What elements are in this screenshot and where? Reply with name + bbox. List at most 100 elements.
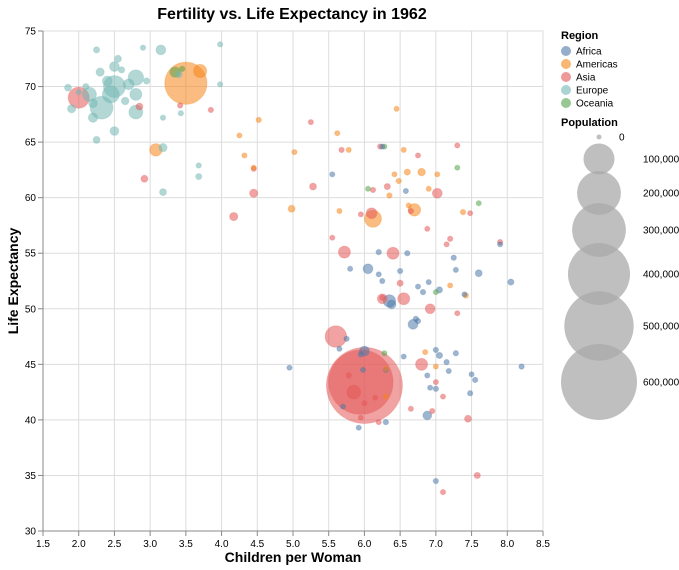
data-point-americas	[287, 204, 296, 213]
population-legend-label: 100,000,000	[643, 155, 679, 166]
data-point-oceania	[364, 185, 372, 192]
x-tick-label: 5.0	[286, 539, 300, 550]
data-point-americas	[345, 146, 352, 153]
data-point-asia	[415, 357, 429, 371]
data-point-americas	[382, 365, 389, 372]
data-point-africa	[424, 372, 431, 379]
data-point-africa	[359, 366, 367, 373]
legend-label-asia: Asia	[576, 73, 596, 84]
data-point-europe	[195, 162, 202, 169]
data-point-africa	[402, 187, 409, 195]
data-point-europe	[75, 88, 82, 96]
data-point-africa	[474, 269, 483, 278]
legend-swatch-asia	[561, 72, 571, 82]
data-point-europe	[64, 83, 72, 92]
y-tick-label: 30	[25, 527, 37, 538]
data-point-africa	[375, 248, 382, 256]
data-point-asia	[446, 235, 454, 242]
data-point-asia	[249, 188, 259, 198]
population-legend: Population 0 100,000,000 200,000,000 300,00…	[561, 117, 679, 420]
data-point-americas	[432, 363, 439, 370]
data-point-europe	[216, 81, 224, 88]
data-point-europe	[129, 87, 143, 101]
data-point-africa	[329, 171, 336, 178]
data-point-asia	[424, 303, 436, 315]
data-point-americas	[386, 192, 393, 199]
data-point-africa	[343, 335, 350, 342]
data-point-asia	[454, 142, 461, 149]
data-point-americas	[425, 185, 432, 192]
data-point-europe	[195, 172, 203, 181]
y-tick-label: 65	[25, 138, 37, 149]
data-point-americas	[434, 171, 441, 178]
x-axis-title: Children per Woman	[225, 549, 362, 565]
data-point-asia	[383, 182, 391, 191]
data-point-africa	[414, 283, 422, 290]
data-point-asia	[375, 419, 382, 426]
data-point-africa	[450, 254, 457, 261]
population-legend-label: 300,000,000	[643, 226, 679, 237]
data-point-americas	[391, 171, 398, 178]
data-point-oceania	[432, 289, 439, 296]
data-point-asia	[207, 106, 215, 114]
data-point-oceania	[475, 200, 482, 207]
data-point-asia	[432, 379, 439, 386]
x-tick-label: 6.0	[357, 539, 371, 550]
data-point-asia	[229, 211, 239, 222]
x-tick-label: 7.5	[465, 539, 479, 550]
x-tick-label: 7.0	[429, 539, 443, 550]
data-point-asia	[431, 187, 443, 199]
population-legend-circle	[564, 291, 634, 361]
scatter-points	[64, 41, 525, 496]
data-point-africa	[336, 345, 343, 352]
data-point-americas	[459, 208, 467, 216]
data-point-asia	[464, 414, 472, 423]
data-point-africa	[461, 291, 468, 298]
y-tick-label: 70	[25, 82, 37, 93]
legend-label-africa: Africa	[576, 47, 602, 58]
data-point-americas	[382, 393, 389, 400]
data-point-africa	[419, 288, 427, 296]
y-tick-label: 35	[25, 471, 37, 482]
data-point-europe	[92, 46, 101, 54]
data-point-asia	[414, 152, 422, 159]
y-tick-label: 40	[25, 415, 37, 426]
data-point-americas	[417, 167, 426, 177]
data-point-asia	[386, 246, 400, 260]
x-tick-label: 8.5	[536, 539, 550, 550]
data-point-europe	[142, 77, 151, 85]
legend-label-americas: Americas	[576, 60, 618, 71]
data-point-africa	[355, 424, 362, 431]
x-tick-label: 3.0	[143, 539, 157, 550]
data-point-europe	[117, 66, 126, 74]
legend-swatch-africa	[561, 46, 571, 56]
data-point-europe	[159, 114, 167, 121]
data-point-africa	[452, 266, 459, 273]
data-point-asia	[357, 211, 364, 218]
data-point-asia	[324, 325, 348, 348]
data-point-asia	[357, 414, 364, 421]
data-point-europe	[82, 82, 90, 91]
data-point-americas	[393, 105, 400, 112]
data-point-europe	[155, 44, 167, 56]
data-point-europe	[66, 104, 77, 114]
x-tick-label: 8.0	[500, 539, 514, 550]
data-point-oceania	[179, 65, 186, 72]
data-point-asia	[379, 294, 386, 301]
data-point-americas	[395, 177, 402, 185]
data-point-europe	[88, 98, 98, 109]
data-point-europe	[139, 44, 147, 51]
population-legend-label: 500,000,000	[643, 322, 679, 333]
data-point-asia	[396, 279, 404, 287]
data-point-asia	[407, 405, 414, 412]
data-point-asia	[443, 241, 450, 248]
x-tick-label: 2.0	[72, 539, 86, 550]
data-point-africa	[379, 277, 386, 285]
data-point-africa	[404, 250, 411, 257]
data-point-africa	[379, 143, 386, 150]
region-legend: Region Africa Americas Asia Europe Oceania	[561, 30, 618, 110]
data-point-europe	[109, 61, 120, 72]
data-point-africa	[286, 364, 293, 371]
x-tick-label: 1.5	[36, 539, 50, 550]
